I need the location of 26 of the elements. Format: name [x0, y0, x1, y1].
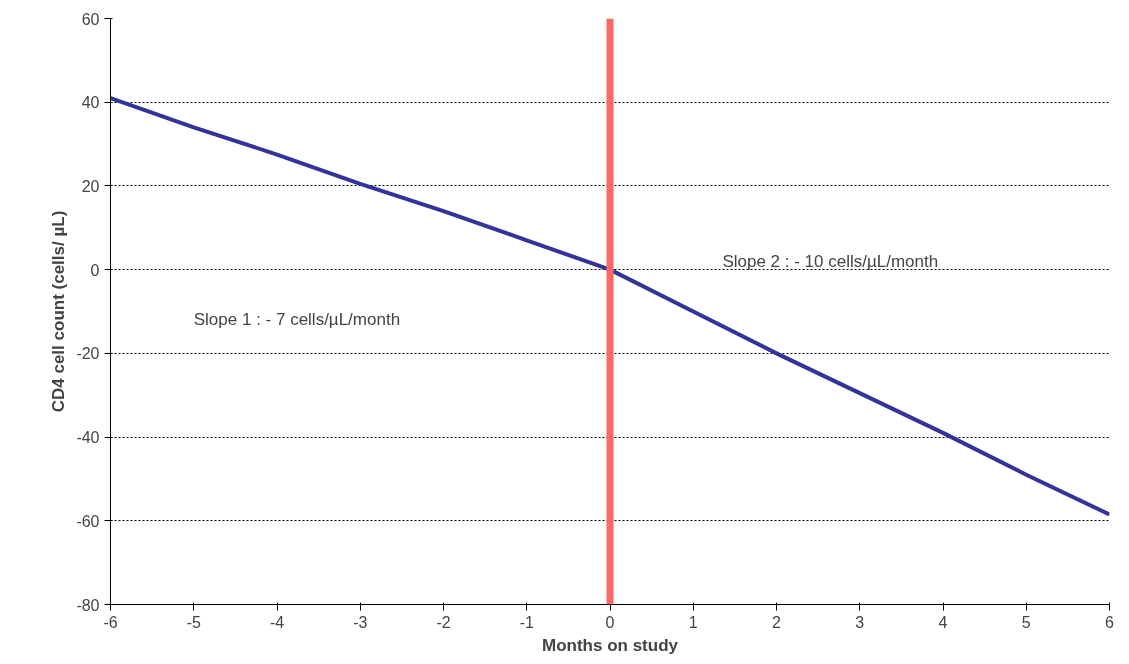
x-tick-label: 3 — [855, 613, 865, 631]
y-tick-label: -60 — [76, 512, 100, 530]
annotation: Slope 2 : - 10 cells/µL/month — [722, 251, 939, 271]
x-tick-label: -1 — [519, 613, 534, 631]
y-tick-label: 20 — [81, 177, 100, 195]
x-tick-label: -4 — [269, 613, 285, 631]
y-tick-label: -80 — [76, 596, 100, 614]
x-tick-label: 2 — [772, 613, 782, 631]
y-tick-label: 40 — [81, 94, 100, 112]
x-tick-label: 0 — [605, 613, 615, 631]
annotation: Slope 1 : - 7 cells/µL/month — [193, 310, 401, 330]
x-tick-label: -3 — [353, 613, 368, 631]
x-tick-label: 4 — [938, 613, 948, 631]
x-tick-label: 1 — [688, 613, 698, 631]
x-tick-label: -5 — [186, 613, 201, 631]
line-series — [110, 96, 1110, 517]
x-tick-label: -2 — [436, 613, 451, 631]
y-tick-label: 0 — [90, 261, 100, 279]
x-tick-label: 5 — [1021, 613, 1031, 631]
x-tick-label: -6 — [103, 613, 118, 631]
y-tick-label: 60 — [81, 10, 100, 28]
x-axis-title: Months on study — [542, 635, 679, 655]
y-axis-title: CD4 cell count (cells/ µL) — [49, 210, 69, 413]
y-tick-label: -40 — [76, 429, 100, 447]
y-tick-label: -20 — [76, 345, 100, 363]
x-tick-label: 6 — [1105, 613, 1115, 631]
